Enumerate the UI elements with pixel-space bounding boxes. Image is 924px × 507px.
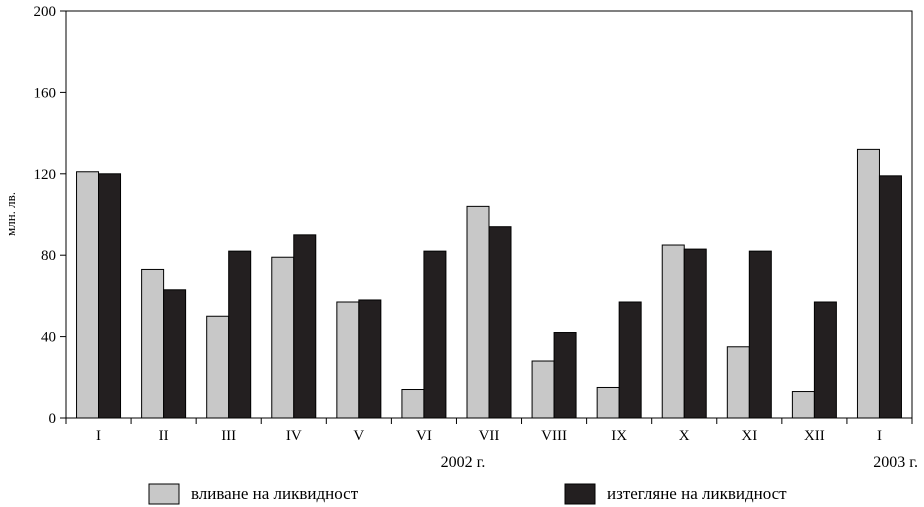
x-tick-label: XII <box>804 428 825 444</box>
year-label-2002: 2002 г. <box>441 454 486 471</box>
x-tick-label: IV <box>286 428 302 444</box>
legend-label-outflow: изтегляне на ликвидност <box>607 484 787 503</box>
y-axis-label: млн. лв. <box>3 192 18 236</box>
x-tick-label: II <box>159 428 169 444</box>
bar-outflow <box>553 332 577 419</box>
bar-inflow <box>791 391 815 419</box>
x-tick-label: VII <box>479 428 500 444</box>
x-tick-label: IX <box>611 428 627 444</box>
x-tick-label: X <box>679 428 690 444</box>
bar-inflow <box>856 148 880 419</box>
bar-outflow <box>618 301 642 419</box>
x-tick-label: I <box>877 428 882 444</box>
year-label-2003: 2003 г. <box>873 454 918 471</box>
legend-swatch-outflow <box>564 483 596 505</box>
bar-outflow <box>228 250 252 419</box>
x-tick-label: VI <box>416 428 432 444</box>
legend-label-inflow: вливане на ликвидност <box>191 484 359 503</box>
y-tick-label: 160 <box>34 85 57 101</box>
bar-inflow <box>206 315 230 419</box>
bar-inflow <box>401 389 425 419</box>
y-axis: 0 40 80 120 160 200 <box>34 4 66 427</box>
bar-outflow <box>358 299 382 419</box>
legend: вливане на ликвидност изтегляне на ликвид… <box>148 483 787 505</box>
bar-inflow <box>531 360 555 419</box>
bar-outflow <box>748 250 772 419</box>
bar-outflow <box>813 301 837 419</box>
bar-outflow <box>98 173 122 419</box>
bar-inflow <box>596 386 620 419</box>
y-tick-label: 0 <box>49 411 57 427</box>
bar-outflow <box>293 234 317 419</box>
bar-inflow <box>76 171 100 419</box>
bar-outflow <box>878 175 902 419</box>
x-tick-label: VIII <box>541 428 567 444</box>
bar-outflow <box>488 226 512 419</box>
bars <box>76 148 902 419</box>
bar-inflow <box>466 205 490 419</box>
bar-inflow <box>336 301 360 419</box>
x-tick-label: XI <box>741 428 757 444</box>
x-tick-label: I <box>96 428 101 444</box>
bar-inflow <box>141 268 165 419</box>
bar-outflow <box>423 250 447 419</box>
bar-inflow <box>661 244 685 419</box>
x-tick-label: V <box>353 428 364 444</box>
bar-outflow <box>163 289 187 419</box>
bar-outflow <box>683 248 707 419</box>
bar-inflow <box>726 346 750 419</box>
x-tick-label: III <box>221 428 236 444</box>
bar-inflow <box>271 256 295 419</box>
y-tick-label: 80 <box>41 248 56 264</box>
legend-swatch-inflow <box>148 483 180 505</box>
y-tick-label: 200 <box>34 4 57 20</box>
y-tick-label: 120 <box>34 167 57 183</box>
y-tick-label: 40 <box>41 330 56 346</box>
